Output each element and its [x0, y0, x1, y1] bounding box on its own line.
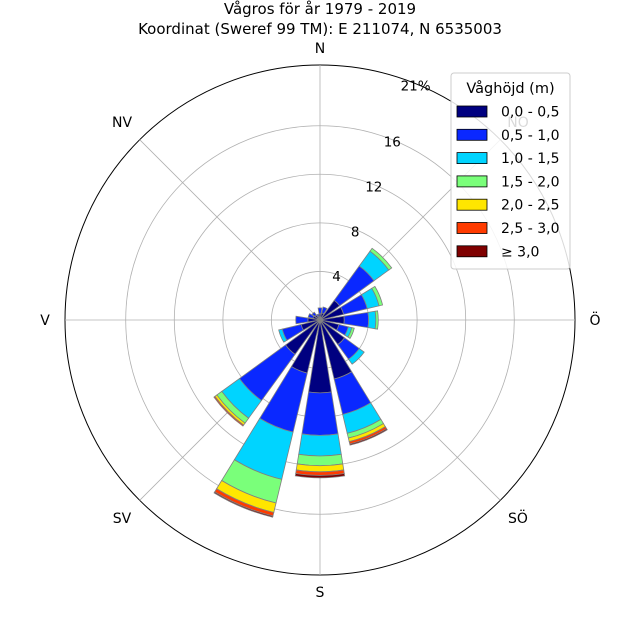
- bar-segment: [307, 313, 315, 319]
- bar-segment: [347, 347, 365, 365]
- grid-spoke: [139, 139, 321, 321]
- bar-segment: [367, 310, 377, 330]
- legend-swatch: [456, 175, 488, 188]
- bar-segment: [213, 395, 245, 427]
- bar-segment: [317, 307, 323, 315]
- bar-segment: [369, 247, 393, 271]
- legend-title: Våghöjd (m): [466, 80, 554, 97]
- radial-tick-label: 12: [365, 179, 382, 195]
- radial-tick-label: 8: [351, 224, 360, 240]
- dir-label-sv: SV: [113, 511, 132, 527]
- bar-segment: [374, 310, 379, 330]
- chart-title: Vågros för år 1979 - 2019: [224, 0, 416, 18]
- bar-segment: [213, 491, 274, 518]
- dir-label-s: S: [316, 585, 325, 601]
- dir-label-so: SÖ: [508, 509, 528, 527]
- dir-label-o: Ö: [589, 311, 600, 329]
- bar-segment: [311, 311, 317, 317]
- legend-entry-label: 1,0 - 1,5: [501, 151, 559, 167]
- radial-tick-label: 16: [384, 135, 401, 151]
- legend-entry-label: 0,0 - 0,5: [501, 105, 559, 121]
- legend-swatch: [456, 152, 488, 165]
- bar-segment: [296, 453, 344, 467]
- legend-entry-label: 2,0 - 2,5: [501, 198, 559, 214]
- bar-segment: [301, 391, 339, 436]
- bar-segment: [321, 306, 328, 315]
- bar-segment: [349, 428, 388, 446]
- legend-swatch: [456, 222, 488, 234]
- bar-segment: [371, 285, 384, 307]
- legend-swatch: [456, 198, 488, 211]
- legend-box: [450, 72, 571, 270]
- radial-tick-label: 21%: [401, 78, 431, 94]
- legend-swatch: [456, 105, 488, 118]
- bar-segment: [295, 315, 309, 325]
- bar-segment: [294, 473, 346, 479]
- legend-entry-label: 1,5 - 2,0: [501, 174, 559, 190]
- legend-entry-label: ≥ 3,0: [501, 244, 539, 260]
- wave-bars: [213, 247, 393, 518]
- legend: Våghöjd (m) 0,0 - 0,5 0,5 - 1,0 1,0 - 1,5 1,…: [450, 72, 571, 270]
- dir-label-v: V: [40, 313, 50, 329]
- radial-tick-label: 4: [332, 269, 341, 285]
- bar-segment: [347, 327, 355, 339]
- chart-subtitle: Koordinat (Sweref 99 TM): E 211074, N 65…: [138, 20, 502, 38]
- bar-segment: [316, 313, 320, 318]
- radial-tick-labels: 4 8 12 16 21%: [332, 78, 430, 285]
- bar-segment: [298, 433, 342, 457]
- dir-label-n: N: [315, 41, 325, 57]
- bar-segment: [278, 328, 288, 343]
- dir-label-nv: NV: [112, 115, 132, 131]
- legend-entry-label: 0,5 - 1,0: [501, 128, 559, 144]
- bar-segment: [343, 311, 369, 329]
- legend-entry-label: 2,5 - 3,0: [501, 221, 559, 237]
- legend-swatch: [456, 128, 488, 141]
- legend-swatch: [456, 245, 488, 258]
